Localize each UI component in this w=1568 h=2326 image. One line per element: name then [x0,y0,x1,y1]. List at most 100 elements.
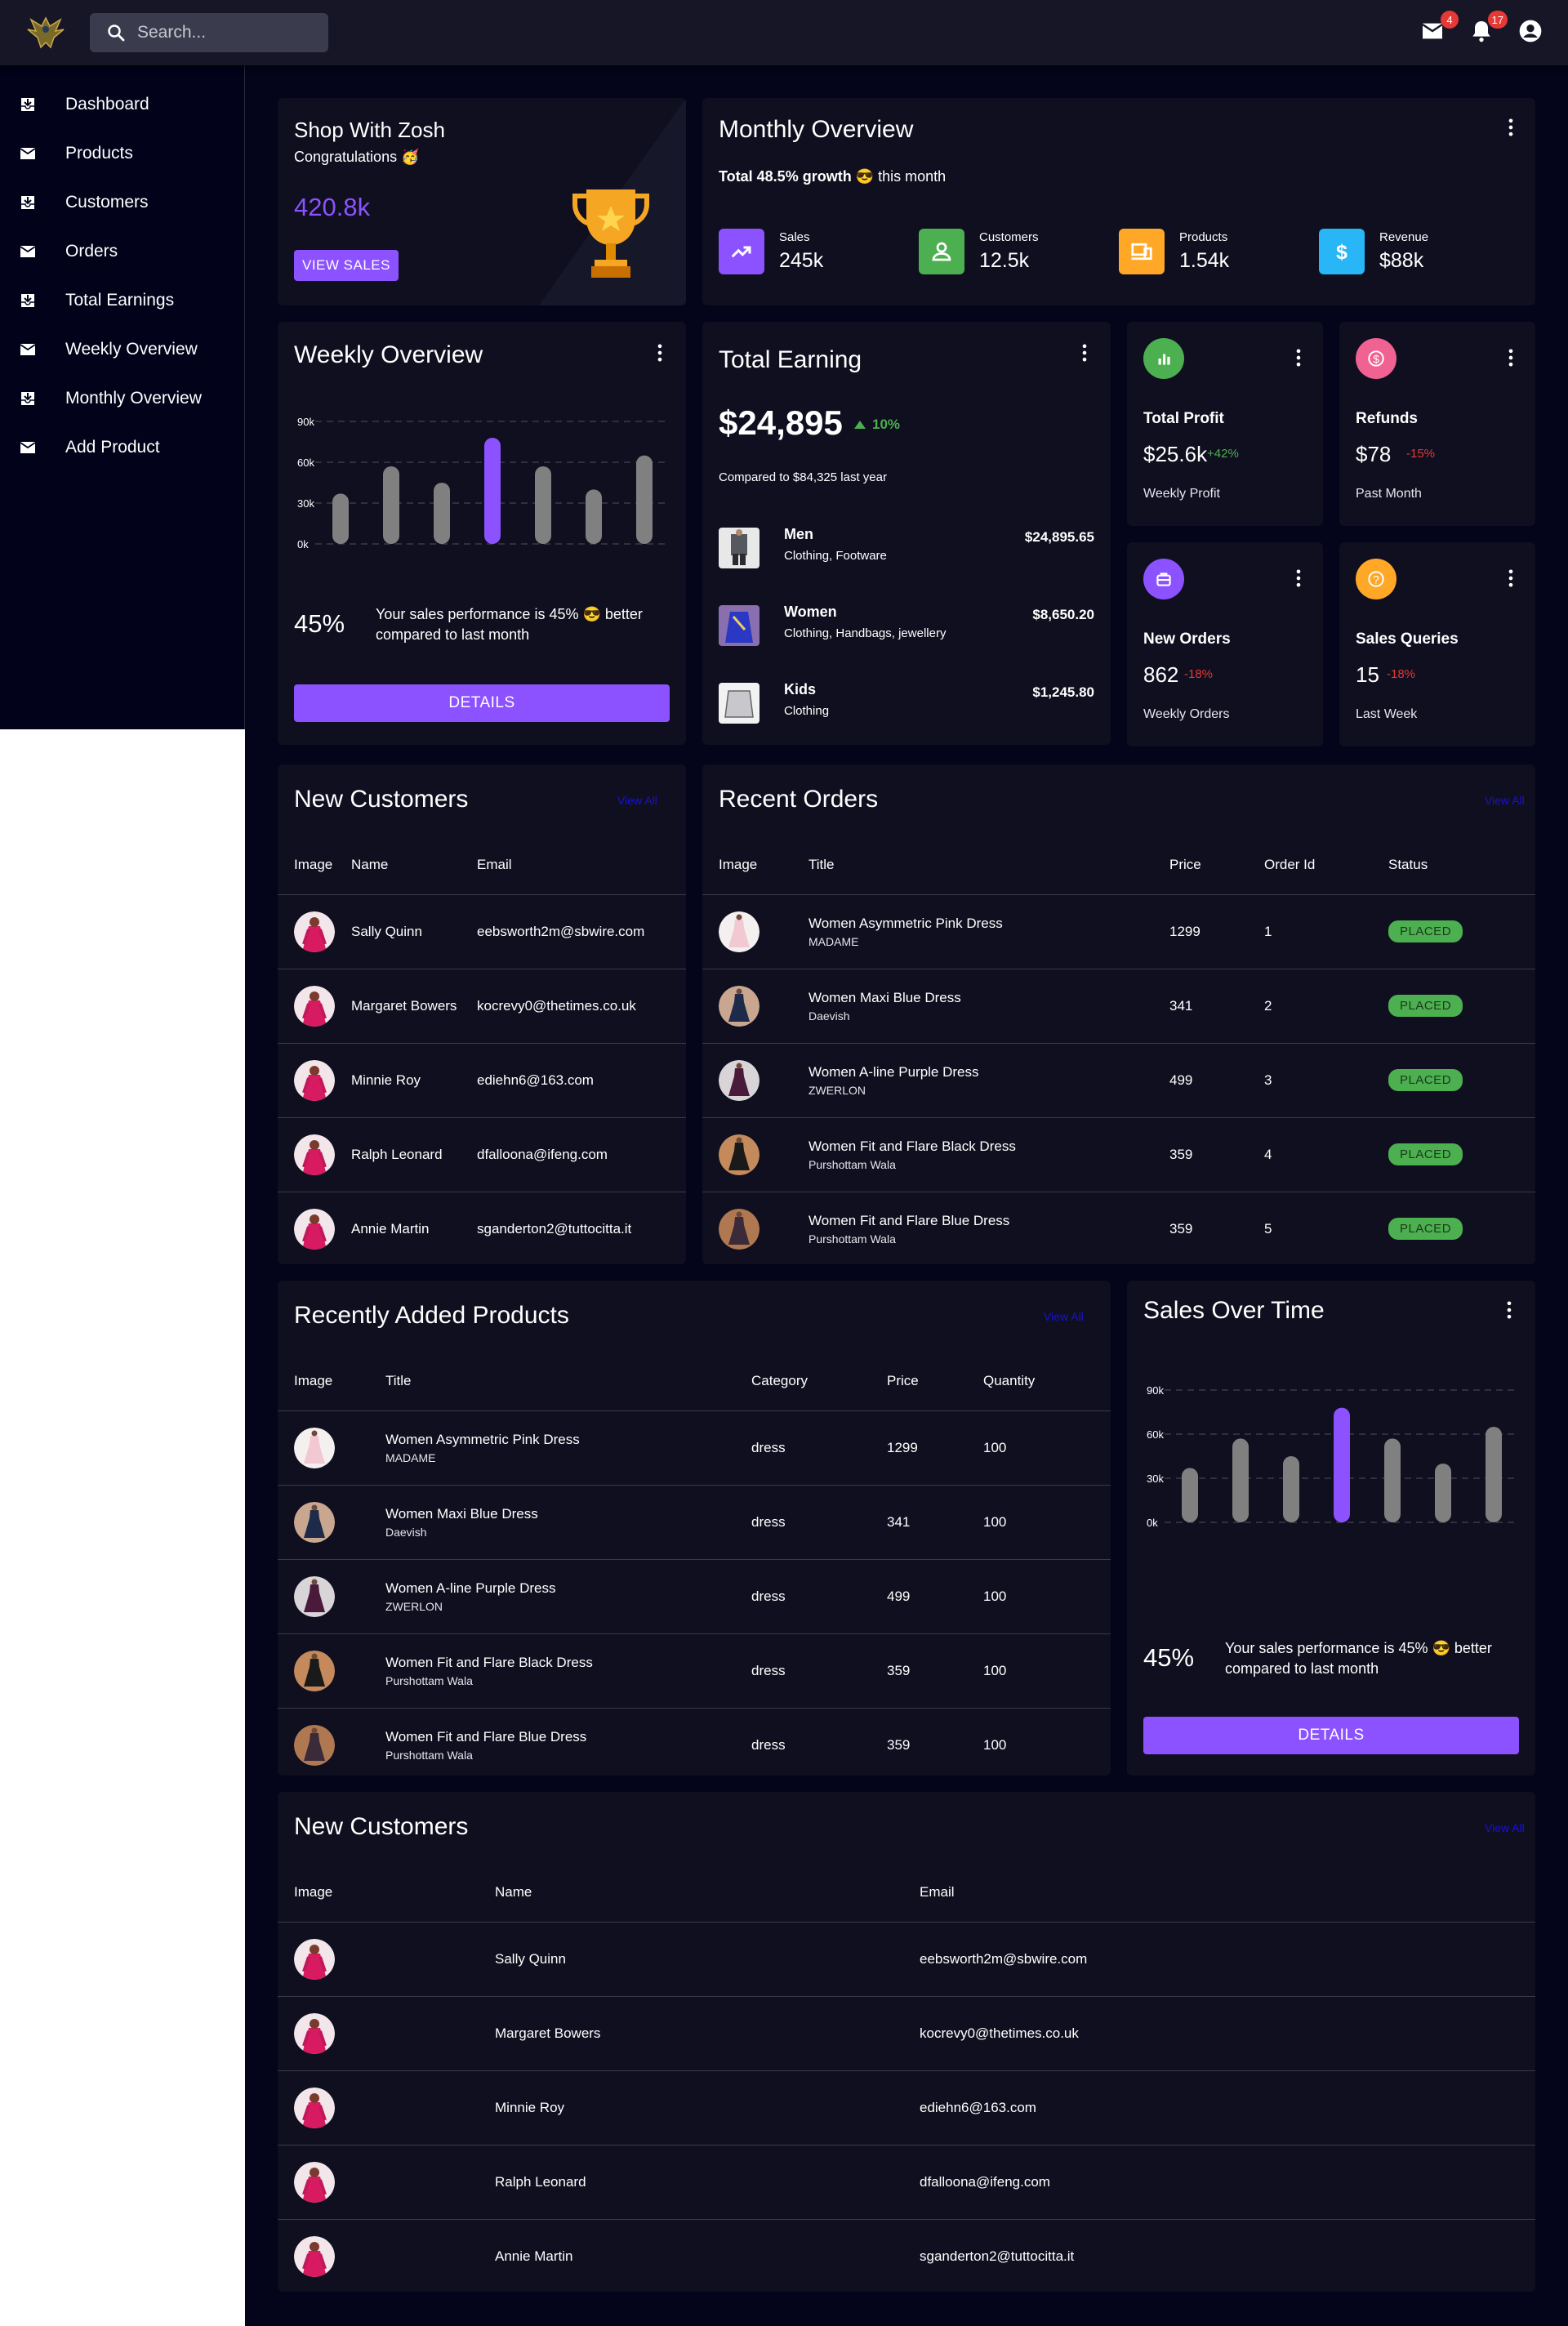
view-all-link[interactable]: View All [1044,1310,1084,1323]
new-customers-table: Image Name Email Sally Quinn eebsworth2m@s… [278,836,686,1264]
table-row[interactable]: Annie Martin sganderton2@tuttocitta.it [278,1192,686,1264]
bar[interactable] [1384,1438,1401,1522]
table-row[interactable]: Sally Quinn eebsworth2m@sbwire.com [278,894,686,969]
eagle-logo-icon[interactable] [23,10,69,56]
svg-text:$: $ [1336,241,1348,264]
table-row[interactable]: Women Fit and Flare Black Dress Purshotta… [702,1117,1535,1192]
table-row[interactable]: Minnie Roy ediehn6@163.com [278,1043,686,1118]
product-category: dress [751,1410,887,1486]
table-row[interactable]: Women Fit and Flare Blue Dress Purshottam… [702,1192,1535,1264]
customer-name: Sally Quinn [495,1922,920,1997]
customer-email: ediehn6@163.com [920,2070,1535,2146]
bar[interactable] [332,493,349,544]
mail-button[interactable]: 4 [1419,11,1459,47]
status-badge: PLACED [1388,1143,1463,1165]
stat-icon-box [1119,229,1165,274]
stat-value: 245k [779,249,824,272]
briefcase-icon [1156,573,1171,586]
sidebar-item-weekly-overview[interactable]: Weekly Overview [0,325,244,374]
product-thumbnail [719,528,760,568]
top-app-bar: 4 17 [0,0,1568,65]
bar-chart-icon [1158,354,1170,365]
weekly-details-button[interactable]: DETAILS [294,684,670,722]
view-sales-button[interactable]: VIEW SALES [294,250,399,281]
table-row[interactable]: Women Maxi Blue Dress Daevish dress 341 1… [278,1485,1111,1560]
devices-icon [1131,243,1152,261]
table-row[interactable]: Women Maxi Blue Dress Daevish 341 2 PLACE… [702,969,1535,1044]
sidebar-item-monthly-overview[interactable]: Monthly Overview [0,374,244,423]
table-row[interactable]: Margaret Bowers kocrevy0@thetimes.co.uk [278,969,686,1044]
more-vert-icon[interactable] [1287,346,1310,369]
dress-thumbnail [294,1501,335,1543]
view-all-link[interactable]: View All [617,794,657,807]
sidebar-item-orders[interactable]: Orders [0,227,244,276]
bar[interactable] [586,489,602,544]
bar[interactable] [535,466,551,544]
table-row[interactable]: Women Asymmetric Pink Dress MADAME 1299 1… [702,894,1535,969]
mini-title: Sales Queries [1356,631,1459,648]
customer-email: ediehn6@163.com [477,1043,686,1118]
view-all-link[interactable]: View All [1485,1821,1525,1834]
sidebar-item-dashboard[interactable]: Dashboard [0,80,244,129]
table-row[interactable]: Ralph Leonard dfalloona@ifeng.com [278,1117,686,1192]
mini-value: $78 [1356,442,1392,466]
mini-value: 15 [1356,662,1379,687]
more-vert-icon[interactable] [1499,346,1522,369]
customer-name: Margaret Bowers [495,1996,920,2071]
column-header: Price [887,1352,983,1411]
inbox-icon [21,392,34,405]
bar[interactable] [636,455,653,544]
notifications-button[interactable]: 17 [1468,11,1508,47]
sidebar-item-add-product[interactable]: Add Product [0,423,244,472]
status-badge: PLACED [1388,1218,1463,1241]
more-vert-icon[interactable] [648,341,671,364]
more-vert-icon[interactable] [1498,1299,1521,1321]
table-row[interactable]: Women Fit and Flare Black Dress Purshotta… [278,1633,1111,1709]
order-brand: Purshottam Wala [808,1232,896,1245]
bar[interactable] [1334,1407,1350,1522]
table-row[interactable]: Margaret Bowers kocrevy0@thetimes.co.uk [278,1996,1535,2071]
bar[interactable] [1486,1427,1502,1522]
table-row[interactable]: Women Fit and Flare Blue Dress Purshottam… [278,1708,1111,1776]
sales-details-button[interactable]: DETAILS [1143,1717,1519,1754]
table-row[interactable]: Women A-line Purple Dress ZWERLON dress 4… [278,1559,1111,1634]
table-row[interactable]: Women A-line Purple Dress ZWERLON 499 3 P… [702,1043,1535,1118]
bar[interactable] [434,483,450,544]
product-price: 499 [887,1559,983,1634]
bar[interactable] [1435,1464,1451,1522]
product-thumbnail [719,605,760,646]
search-box[interactable] [90,13,328,52]
sales-bar-chart: 0k 30k 60k 90k [1147,1384,1519,1529]
bar[interactable] [1283,1456,1299,1522]
table-header-row: Image Title Category Price Quantity [278,1352,1111,1411]
table-row[interactable]: Ralph Leonard dfalloona@ifeng.com [278,2145,1535,2220]
product-brand: ZWERLON [385,1599,443,1613]
more-vert-icon[interactable] [1073,341,1096,364]
sidebar-item-customers[interactable]: Customers [0,178,244,227]
product-brand: MADAME [385,1450,436,1464]
table-row[interactable]: Women Asymmetric Pink Dress MADAME dress … [278,1410,1111,1486]
bar[interactable] [383,466,399,544]
mini-value: 862 [1143,662,1179,687]
more-vert-icon[interactable] [1287,567,1310,590]
inbox-icon [21,98,34,111]
recent-products-card: Recently Added Products View All Image Ti… [278,1281,1111,1776]
order-price: 1299 [1169,894,1264,969]
stat-label: Products [1179,230,1228,244]
table-row[interactable]: Minnie Roy ediehn6@163.com [278,2070,1535,2146]
search-input[interactable] [137,23,317,42]
bar[interactable] [1182,1468,1198,1522]
table-row[interactable]: Sally Quinn eebsworth2m@sbwire.com [278,1922,1535,1997]
customer-name: Sally Quinn [351,894,477,969]
more-vert-icon[interactable] [1499,116,1522,139]
account-circle-icon [1519,20,1542,42]
sidebar-item-products[interactable]: Products [0,129,244,178]
more-vert-icon[interactable] [1499,567,1522,590]
bar[interactable] [1232,1438,1249,1522]
view-all-link[interactable]: View All [1485,794,1525,807]
sidebar-item-total-earnings[interactable]: Total Earnings [0,276,244,325]
account-button[interactable] [1517,18,1547,47]
table-row[interactable]: Annie Martin sganderton2@tuttocitta.it [278,2219,1535,2292]
bar[interactable] [484,438,501,544]
mini-change: -18% [1387,667,1416,681]
